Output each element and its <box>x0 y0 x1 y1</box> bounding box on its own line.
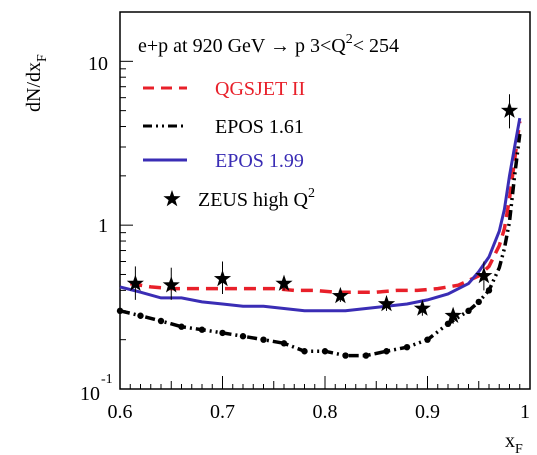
y-tick-label-0p1-base: 10 <box>80 383 100 405</box>
y-tick-label-1: 1 <box>98 215 108 237</box>
chart-title-main: e+p at 920 GeV → p 3<Q <box>138 35 346 57</box>
y-tick-label-0p1: 10 <box>80 383 100 405</box>
legend-label-zeus-sup: 2 <box>308 186 315 201</box>
series-marker-epos161 <box>485 287 493 294</box>
zeus-star-marker <box>126 274 144 291</box>
series-line-qgsjet <box>130 121 522 294</box>
zeus-star-marker <box>331 286 349 304</box>
series-dots-epos161 <box>116 287 493 359</box>
zeus-data-point <box>475 261 493 291</box>
zeus-star-marker <box>444 306 462 323</box>
zeus-data-point <box>444 306 462 324</box>
zeus-star-marker <box>413 299 431 316</box>
zeus-data-point <box>162 267 180 300</box>
series-marker-epos161 <box>444 320 452 328</box>
series-marker-epos161 <box>301 348 308 355</box>
zeus-data-point <box>377 295 396 312</box>
chart-title-sup: 2 <box>346 32 353 47</box>
x-tick-label-0p6: 0.6 <box>108 401 133 423</box>
y-axis-label-main: dN/dx <box>23 62 45 112</box>
series-marker-epos161 <box>280 340 288 347</box>
x-tick-label-1: 1 <box>520 401 530 423</box>
series-marker-epos161 <box>342 352 349 359</box>
series-marker-epos161 <box>157 317 165 325</box>
series-marker-epos161 <box>116 307 124 315</box>
y-axis-label: dN/dxF <box>23 54 50 112</box>
legend-swatch-zeus-star-icon <box>163 190 181 207</box>
series-marker-epos161 <box>198 326 206 333</box>
zeus-data-point <box>213 261 232 295</box>
x-axis-label-main: x <box>505 430 515 452</box>
zeus-star-marker <box>500 101 519 118</box>
x-axis-label-sub: F <box>515 442 523 455</box>
zeus-data-point <box>126 266 144 300</box>
x-axis-label: xF <box>505 430 523 455</box>
zeus-star-marker <box>475 266 493 284</box>
series-marker-epos161 <box>383 348 390 355</box>
zeus-data-point <box>275 274 293 291</box>
legend-label-epos161: EPOS 1.61 <box>215 116 304 138</box>
series-marker-epos161 <box>362 352 370 359</box>
series-line-epos161 <box>119 133 522 358</box>
series-marker-epos161 <box>219 329 226 337</box>
series-marker-epos161 <box>424 336 431 343</box>
legend-label-zeus: ZEUS high Q2 <box>198 186 315 211</box>
y-tick-label-0p1-exp: -1 <box>101 372 113 387</box>
zeus-star-marker <box>275 274 293 291</box>
zeus-data-point <box>413 299 431 316</box>
chart-title-end: < 254 <box>353 35 399 57</box>
legend-label-epos199: EPOS 1.99 <box>215 150 304 172</box>
series-marker-epos161 <box>465 307 472 315</box>
series-marker-epos161 <box>178 323 185 330</box>
series-marker-epos161 <box>137 312 144 319</box>
zeus-star-marker <box>162 276 180 293</box>
y-axis-ticks <box>120 11 133 390</box>
series-marker-epos161 <box>260 336 267 343</box>
zeus-data-points <box>126 94 519 324</box>
series-marker-epos161 <box>239 333 247 340</box>
series-layer <box>116 117 522 359</box>
series-marker-epos161 <box>475 298 482 306</box>
x-axis-ticks <box>119 376 531 389</box>
legend-label-zeus-main: ZEUS high Q <box>198 189 309 211</box>
y-axis-label-sub: F <box>35 54 50 62</box>
zeus-star-marker <box>377 295 396 312</box>
legend-star-shape <box>163 190 181 207</box>
x-tick-label-0p9: 0.9 <box>415 401 440 423</box>
zeus-data-point <box>331 286 349 304</box>
x-tick-label-0p8: 0.8 <box>313 401 338 423</box>
x-tick-label-0p7: 0.7 <box>210 401 235 423</box>
chart-title: e+p at 920 GeV → p 3<Q2< 254 <box>138 32 399 57</box>
plot-frame <box>119 11 531 390</box>
series-marker-epos161 <box>321 348 329 355</box>
legend-label-qgsjet: QGSJET II <box>215 78 305 100</box>
y-tick-label-10: 10 <box>88 53 108 75</box>
zeus-data-point <box>500 94 519 129</box>
series-marker-epos161 <box>403 343 411 351</box>
zeus-star-marker <box>213 269 232 287</box>
legend: QGSJET II EPOS 1.61 EPOS 1.99 ZEUS high … <box>143 78 315 211</box>
series-line-epos199 <box>119 117 522 313</box>
